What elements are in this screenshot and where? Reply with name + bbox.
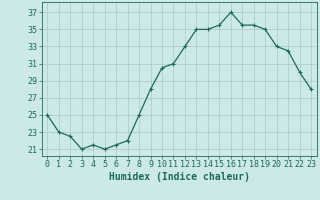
X-axis label: Humidex (Indice chaleur): Humidex (Indice chaleur)	[109, 172, 250, 182]
